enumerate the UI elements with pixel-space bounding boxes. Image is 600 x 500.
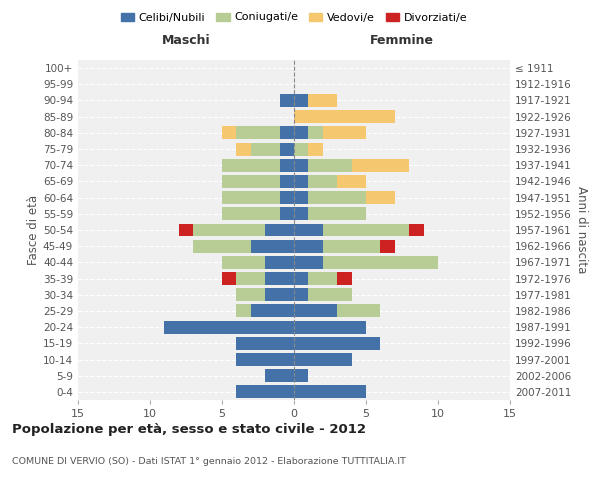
Bar xyxy=(280,159,294,172)
Bar xyxy=(380,240,395,252)
Bar xyxy=(294,224,323,236)
Bar xyxy=(265,256,294,269)
Bar xyxy=(308,175,337,188)
Bar xyxy=(366,191,395,204)
Bar xyxy=(280,208,294,220)
Bar xyxy=(308,94,337,107)
Bar xyxy=(236,126,280,140)
Bar xyxy=(294,353,352,366)
Bar xyxy=(294,142,308,156)
Bar xyxy=(337,304,380,318)
Bar xyxy=(222,126,236,140)
Bar xyxy=(193,240,251,252)
Text: Maschi: Maschi xyxy=(161,34,211,47)
Text: COMUNE DI VERVIO (SO) - Dati ISTAT 1° gennaio 2012 - Elaborazione TUTTITALIA.IT: COMUNE DI VERVIO (SO) - Dati ISTAT 1° ge… xyxy=(12,458,406,466)
Bar xyxy=(280,94,294,107)
Bar xyxy=(179,224,193,236)
Bar xyxy=(164,320,294,334)
Bar xyxy=(294,126,308,140)
Bar xyxy=(222,208,280,220)
Text: Femmine: Femmine xyxy=(370,34,434,47)
Bar xyxy=(222,272,236,285)
Bar xyxy=(280,142,294,156)
Bar xyxy=(294,337,380,350)
Bar xyxy=(236,304,251,318)
Bar xyxy=(294,256,323,269)
Bar xyxy=(308,288,352,301)
Bar xyxy=(409,224,424,236)
Bar xyxy=(294,175,308,188)
Bar xyxy=(222,191,280,204)
Y-axis label: Anni di nascita: Anni di nascita xyxy=(575,186,588,274)
Legend: Celibi/Nubili, Coniugati/e, Vedovi/e, Divorziati/e: Celibi/Nubili, Coniugati/e, Vedovi/e, Di… xyxy=(116,8,472,27)
Bar xyxy=(308,159,352,172)
Text: Popolazione per età, sesso e stato civile - 2012: Popolazione per età, sesso e stato civil… xyxy=(12,422,366,436)
Bar xyxy=(251,142,280,156)
Bar xyxy=(294,386,366,398)
Bar xyxy=(294,208,308,220)
Bar xyxy=(236,386,294,398)
Bar xyxy=(251,240,294,252)
Bar xyxy=(236,272,265,285)
Bar xyxy=(294,110,395,123)
Bar xyxy=(265,288,294,301)
Bar xyxy=(323,240,380,252)
Bar xyxy=(236,353,294,366)
Bar xyxy=(222,159,280,172)
Bar xyxy=(193,224,265,236)
Y-axis label: Fasce di età: Fasce di età xyxy=(27,195,40,265)
Bar xyxy=(280,191,294,204)
Bar xyxy=(236,337,294,350)
Bar xyxy=(236,142,251,156)
Bar xyxy=(308,126,323,140)
Bar xyxy=(294,272,308,285)
Bar xyxy=(308,208,366,220)
Bar xyxy=(294,304,337,318)
Bar xyxy=(265,224,294,236)
Bar xyxy=(294,94,308,107)
Bar xyxy=(280,175,294,188)
Bar xyxy=(294,159,308,172)
Bar xyxy=(323,256,438,269)
Bar xyxy=(294,191,308,204)
Bar xyxy=(352,159,409,172)
Bar xyxy=(308,191,366,204)
Bar xyxy=(294,288,308,301)
Bar xyxy=(251,304,294,318)
Bar xyxy=(222,256,265,269)
Bar xyxy=(294,240,323,252)
Bar xyxy=(294,369,308,382)
Bar xyxy=(222,175,280,188)
Bar xyxy=(265,272,294,285)
Bar xyxy=(323,224,409,236)
Bar xyxy=(308,142,323,156)
Bar xyxy=(294,320,366,334)
Bar xyxy=(236,288,265,301)
Bar xyxy=(337,175,366,188)
Bar xyxy=(337,272,352,285)
Bar xyxy=(323,126,366,140)
Bar xyxy=(265,369,294,382)
Bar xyxy=(280,126,294,140)
Bar xyxy=(308,272,337,285)
